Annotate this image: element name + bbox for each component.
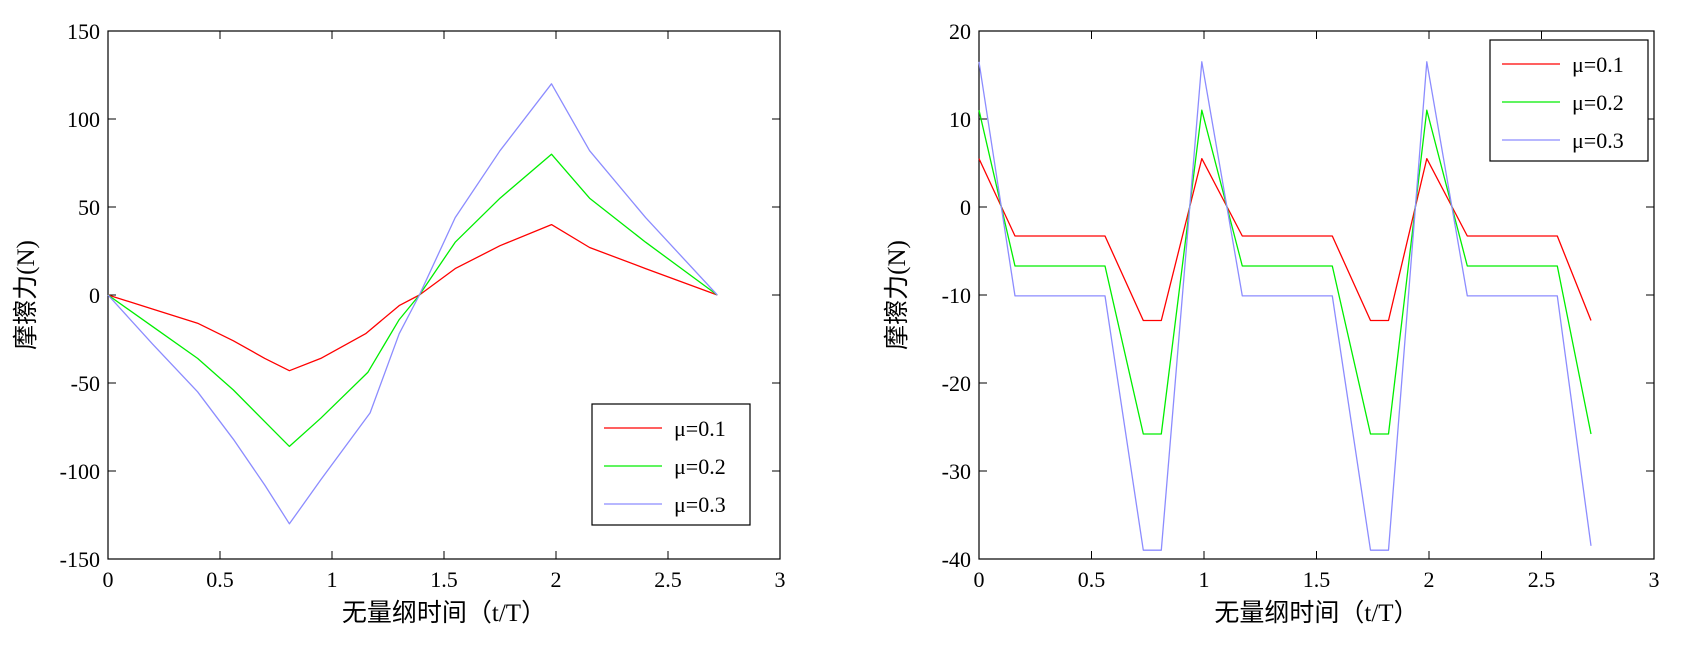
x-tick-label: 0.5 — [206, 567, 234, 592]
y-tick-label: -50 — [71, 371, 100, 396]
x-tick-label: 2.5 — [1528, 567, 1556, 592]
x-tick-label: 0.5 — [1078, 567, 1106, 592]
legend-label: μ=0.3 — [674, 492, 726, 517]
legend-label: μ=0.1 — [674, 416, 726, 441]
y-tick-label: 50 — [78, 195, 100, 220]
y-tick-label: 150 — [67, 19, 100, 44]
y-tick-label: -10 — [942, 283, 971, 308]
legend: μ=0.1 μ=0.2 μ=0.3 — [1489, 39, 1649, 162]
x-tick-label: 1.5 — [430, 567, 458, 592]
y-tick-label: 0 — [960, 195, 971, 220]
series-line-2 — [107, 153, 718, 448]
series-line-1 — [978, 157, 1592, 322]
x-axis-label: 无量纲时间（t/T） — [342, 599, 546, 627]
x-tick-label: 2 — [551, 567, 562, 592]
legend-box — [591, 403, 751, 526]
y-tick-label: 0 — [89, 283, 100, 308]
y-tick-label: -30 — [942, 459, 971, 484]
x-tick-label: 0 — [974, 567, 985, 592]
chart-panel-1: 0 0.5 1 1.5 2 2.5 3 -150 -100 -50 0 50 100 150 无量纲时间（t… — [12, 19, 786, 627]
y-tick-label: -20 — [942, 371, 971, 396]
chart-panel-2: 0 0.5 1 1.5 2 2.5 3 -40 -30 -20 -10 0 10 20 无量纲时间（t/T）… — [883, 19, 1660, 627]
x-tick-label: 3 — [1649, 567, 1660, 592]
y-tick-label: -100 — [60, 459, 100, 484]
x-tick-label: 2 — [1424, 567, 1435, 592]
x-tick-label: 1.5 — [1303, 567, 1331, 592]
x-tick-label: 1 — [1199, 567, 1210, 592]
legend-label: μ=0.1 — [1572, 52, 1624, 77]
y-tick-label: 20 — [949, 19, 971, 44]
x-tick-label: 3 — [775, 567, 786, 592]
series-line-3 — [978, 61, 1592, 551]
y-tick-label: -40 — [942, 547, 971, 572]
y-tick-label: 10 — [949, 107, 971, 132]
legend-label: μ=0.2 — [674, 454, 726, 479]
y-tick-label: -150 — [60, 547, 100, 572]
legend: μ=0.1 μ=0.2 μ=0.3 — [591, 403, 751, 526]
y-axis-label: 摩擦力(N) — [12, 240, 40, 350]
x-tick-label: 1 — [327, 567, 338, 592]
legend-label: μ=0.3 — [1572, 128, 1624, 153]
y-axis-label: 摩擦力(N) — [883, 240, 911, 350]
series-line-3 — [107, 83, 718, 525]
x-tick-label: 0 — [103, 567, 114, 592]
x-axis-label: 无量纲时间（t/T） — [1214, 599, 1418, 627]
series-line-1 — [107, 223, 718, 372]
series-line-2 — [978, 109, 1592, 435]
legend-box — [1489, 39, 1649, 162]
x-tick-label: 2.5 — [654, 567, 682, 592]
y-tick-label: 100 — [67, 107, 100, 132]
legend-label: μ=0.2 — [1572, 90, 1624, 115]
